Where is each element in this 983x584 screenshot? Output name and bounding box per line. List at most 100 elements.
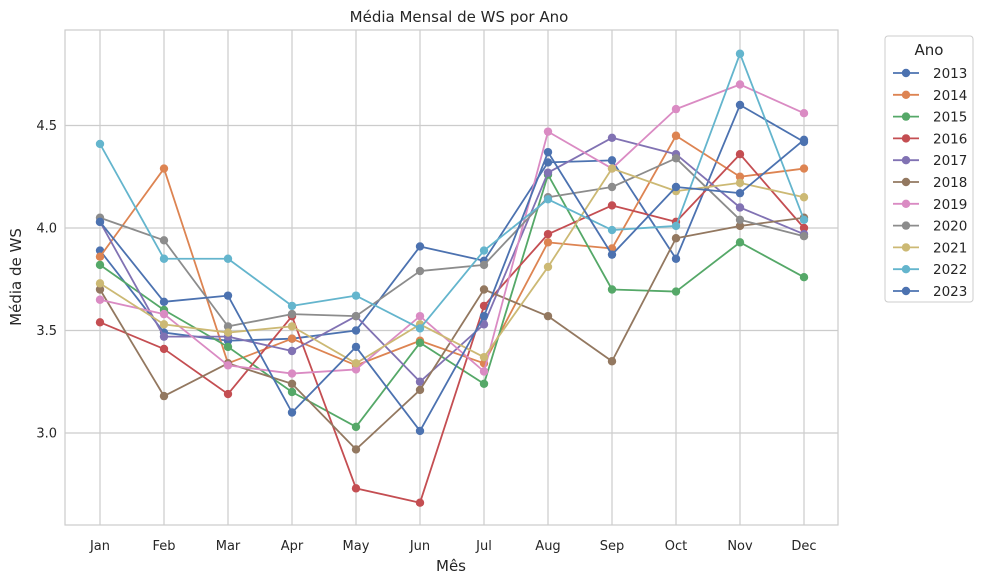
data-point xyxy=(607,285,617,294)
y-axis-label: Média de WS xyxy=(7,228,25,326)
series-2014 xyxy=(95,131,809,370)
data-point xyxy=(351,365,361,374)
legend-marker xyxy=(901,243,911,252)
legend-label: 2021 xyxy=(933,240,967,256)
data-point xyxy=(95,139,105,149)
data-point xyxy=(735,172,745,181)
data-point xyxy=(223,328,233,337)
data-point xyxy=(607,225,617,235)
data-point xyxy=(479,285,489,294)
x-tick-label: Dec xyxy=(791,539,816,554)
data-point xyxy=(735,100,745,110)
plot-area-frame xyxy=(64,29,839,526)
data-point xyxy=(287,346,297,356)
data-point xyxy=(671,104,681,114)
data-point xyxy=(95,318,105,327)
data-point xyxy=(415,311,425,321)
legend-label: 2020 xyxy=(933,219,967,235)
legend-item: 2015 xyxy=(893,110,967,126)
legend-label: 2018 xyxy=(933,175,967,191)
series-line xyxy=(99,153,805,504)
legend-items: 2013 2014 2015 2016 2017 2018 2019 2020 2021 2022… xyxy=(893,66,967,300)
data-point xyxy=(479,311,489,321)
x-tick-label: Aug xyxy=(535,539,560,554)
data-point xyxy=(95,260,105,270)
data-point xyxy=(799,135,809,145)
data-point xyxy=(607,357,617,366)
legend-marker xyxy=(901,265,911,274)
data-point xyxy=(159,164,169,173)
data-point xyxy=(799,273,809,282)
data-point xyxy=(351,445,361,454)
y-tick-label: 4.5 xyxy=(36,119,57,134)
data-point xyxy=(95,295,105,304)
data-point xyxy=(159,297,169,306)
data-point xyxy=(543,195,553,204)
data-point xyxy=(671,182,681,192)
legend-item: 2020 xyxy=(893,219,967,235)
data-point xyxy=(799,215,809,224)
series-2020 xyxy=(95,154,809,331)
data-point xyxy=(735,150,745,159)
data-point xyxy=(95,279,105,288)
x-axis-label: Mês xyxy=(436,557,466,575)
legend-item: 2016 xyxy=(893,131,967,147)
x-tick-label: Oct xyxy=(665,539,687,554)
data-point xyxy=(95,285,105,294)
data-point xyxy=(799,232,809,241)
data-point xyxy=(543,229,553,239)
legend-label: 2014 xyxy=(933,88,967,104)
legend-label: 2013 xyxy=(933,66,967,82)
x-tick-label: Jan xyxy=(89,539,110,554)
data-point xyxy=(671,287,681,296)
x-tick-label: Mar xyxy=(216,539,241,554)
series-2022 xyxy=(95,49,809,333)
series-2019 xyxy=(95,80,809,378)
data-point xyxy=(607,201,617,210)
data-point xyxy=(287,309,297,319)
x-tick-label: May xyxy=(343,539,370,554)
legend-item: 2017 xyxy=(893,153,967,169)
legend-label: 2015 xyxy=(933,110,967,126)
data-point xyxy=(735,80,745,89)
data-point xyxy=(543,127,553,136)
x-tick-labels: Jan Feb Mar Apr May Jun Jul Aug Sep Oct Nov Dec xyxy=(89,539,817,554)
legend-marker xyxy=(901,68,911,78)
legend-marker xyxy=(901,199,911,208)
legend-marker xyxy=(901,112,911,121)
data-point xyxy=(95,217,105,227)
data-point xyxy=(351,291,361,300)
series-line xyxy=(99,139,805,432)
data-point xyxy=(735,221,745,231)
legend-frame xyxy=(884,35,974,303)
data-point xyxy=(287,369,297,378)
series-line xyxy=(99,136,805,383)
data-point xyxy=(607,182,617,192)
data-point xyxy=(799,109,809,118)
series-line xyxy=(99,157,805,328)
legend-label: 2022 xyxy=(933,262,967,278)
series-2018 xyxy=(95,213,809,454)
data-point xyxy=(351,484,361,493)
data-point xyxy=(735,178,745,188)
legend-item: 2013 xyxy=(893,66,967,82)
data-point xyxy=(607,156,617,165)
legend-marker xyxy=(901,134,911,143)
series-line xyxy=(99,173,805,428)
legend-label: 2016 xyxy=(933,131,967,147)
series-2023 xyxy=(95,135,809,436)
data-point xyxy=(351,342,361,352)
y-tick-label: 4.0 xyxy=(36,222,57,237)
data-point xyxy=(735,238,745,247)
data-point xyxy=(479,320,489,329)
legend-item: 2014 xyxy=(893,88,967,104)
data-point xyxy=(543,147,553,157)
legend-label: 2023 xyxy=(933,284,967,300)
data-point xyxy=(351,359,361,368)
data-point xyxy=(671,131,681,140)
data-point xyxy=(479,246,489,255)
data-point xyxy=(479,301,489,311)
x-tick-label: Apr xyxy=(281,539,304,554)
legend-item: 2023 xyxy=(893,284,967,300)
